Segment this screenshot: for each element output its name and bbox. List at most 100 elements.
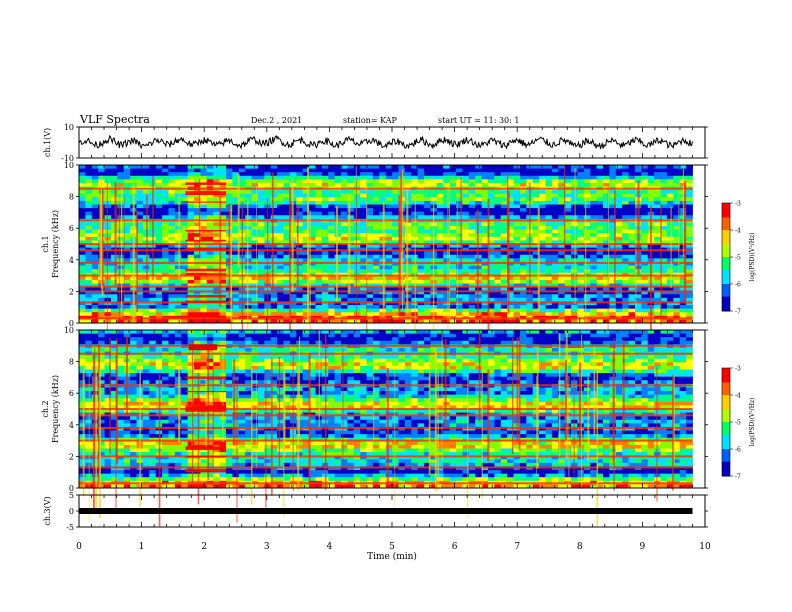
spectrogram-cell <box>417 226 425 231</box>
spectrogram-cell <box>181 244 189 248</box>
spectrogram-cell <box>583 226 591 231</box>
spectrogram-cell <box>168 333 176 338</box>
spectrogram-cell <box>379 279 387 284</box>
spectrogram-cell <box>404 165 412 169</box>
spectrogram-cell <box>647 179 655 184</box>
spectrogram-cell <box>130 355 137 360</box>
spectrogram-cell <box>174 294 182 299</box>
spectrogram-cell <box>603 222 610 227</box>
spectrogram-cell <box>360 297 367 302</box>
spectrogram-cell <box>539 233 546 238</box>
spectrogram-cell <box>334 319 342 324</box>
spectrogram-cell <box>251 208 259 213</box>
spectrogram-cell <box>200 283 208 288</box>
spectrogram-cell <box>104 200 112 205</box>
spectrogram-cell <box>353 340 361 345</box>
spectrogram-cell <box>500 236 508 241</box>
spectrogram-cell <box>194 226 201 231</box>
spectrogram-cell <box>277 226 284 231</box>
spectrogram-cell <box>686 226 693 231</box>
spectrogram-cell <box>270 319 278 324</box>
spectrogram-cell <box>162 319 169 324</box>
spectrogram-cell <box>98 355 105 360</box>
spectrogram-cell <box>686 233 693 238</box>
spectrogram-cell <box>85 297 93 302</box>
spectrogram-cell <box>213 222 220 227</box>
spectrogram-cell <box>603 254 610 259</box>
spectrogram-cell <box>417 290 425 295</box>
spectrogram-cell <box>328 297 336 302</box>
spectrogram-cell <box>302 211 310 216</box>
spectrogram-cell <box>622 283 629 288</box>
spectrogram-cell <box>539 258 546 263</box>
spectrogram-cell <box>615 290 623 295</box>
spectrogram-cell <box>219 197 227 202</box>
spectrogram-cell <box>571 269 578 274</box>
spectrogram-cell <box>654 172 661 177</box>
spectrogram-cell <box>545 226 553 231</box>
spectrogram-cell <box>513 244 521 248</box>
spectrogram-cell <box>123 182 131 187</box>
spectrogram-cell <box>245 229 252 234</box>
spectrogram-cell <box>539 211 546 216</box>
spectrogram-cell <box>424 168 431 173</box>
spectrogram-cell <box>686 240 693 245</box>
spectrogram-cell <box>123 305 131 310</box>
spectrogram-cell <box>117 226 125 231</box>
spectrogram-cell <box>513 297 521 302</box>
spectrogram-cell <box>296 254 304 259</box>
spectrogram-cell <box>487 265 495 270</box>
spectrogram-cell <box>545 236 553 241</box>
spectrogram-cell <box>424 204 431 209</box>
spectrogram-cell <box>149 283 157 288</box>
spectrogram-cell <box>456 269 463 274</box>
spectrogram-cell <box>513 283 521 288</box>
spectrogram-cell <box>500 222 508 227</box>
spectrogram-cell <box>679 283 687 288</box>
spectrogram-cell <box>372 279 380 284</box>
spectrogram-cell <box>481 287 489 292</box>
spectrogram-cell <box>328 287 336 292</box>
spectrogram-cell <box>424 165 431 169</box>
spectrogram-cell <box>456 297 463 302</box>
spectrogram-cell <box>532 294 540 299</box>
spectrogram-cell <box>424 172 431 177</box>
spectrogram-cell <box>251 340 259 345</box>
spectrogram-cell <box>590 193 598 198</box>
spectrogram-cell <box>257 222 265 227</box>
spectrogram-cell <box>564 179 572 184</box>
spectrogram-cell <box>91 182 99 187</box>
spectrogram-cell <box>583 244 591 248</box>
spectrogram-cell <box>571 333 578 338</box>
spectrogram-cell <box>200 258 208 263</box>
spectrogram-cell <box>213 297 220 302</box>
spectrogram-cell <box>341 347 348 352</box>
spectrogram-cell <box>302 258 310 263</box>
spectrogram-cell <box>213 236 220 241</box>
spectrogram-cell <box>366 305 374 310</box>
spectrogram-cell <box>449 337 457 342</box>
spectrogram-cell <box>609 182 617 187</box>
spectrogram-cell <box>79 265 86 270</box>
spectrogram-cell <box>289 294 297 299</box>
spectrogram-cell <box>609 190 617 195</box>
spectrogram-cell <box>641 236 649 241</box>
spectrogram-cell <box>577 287 585 292</box>
spectrogram-cell <box>424 308 431 313</box>
spectrogram-cell <box>468 229 476 234</box>
spectrogram-cell <box>142 305 150 310</box>
spectrogram-cell <box>532 204 540 209</box>
spectrogram-cell <box>545 287 553 292</box>
spectrogram-cell <box>673 182 681 187</box>
spectrogram-cell <box>136 269 144 274</box>
spectrogram-cell <box>417 200 425 205</box>
spectrogram-cell <box>654 222 661 227</box>
spectrogram-cell <box>289 172 297 177</box>
impulse-streak <box>585 196 587 324</box>
spectrogram-cell <box>641 168 649 173</box>
spectrogram-cell <box>187 222 195 227</box>
spectrogram-cell <box>283 251 291 256</box>
spectrogram-cell <box>277 193 284 198</box>
spectrogram-cell <box>424 233 431 238</box>
spectrogram-cell <box>622 297 629 302</box>
